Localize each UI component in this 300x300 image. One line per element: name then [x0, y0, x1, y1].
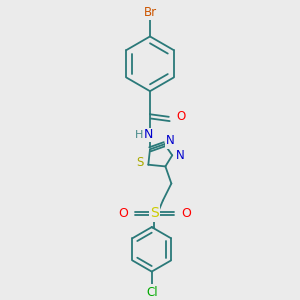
Text: N: N: [144, 128, 153, 141]
Text: S: S: [150, 206, 159, 220]
Text: N: N: [176, 149, 184, 162]
Text: O: O: [176, 110, 186, 123]
Text: H: H: [135, 130, 143, 140]
Text: N: N: [166, 134, 175, 147]
Text: O: O: [181, 207, 191, 220]
Text: O: O: [119, 207, 129, 220]
Text: Cl: Cl: [146, 286, 158, 298]
Text: S: S: [136, 157, 144, 169]
Text: Br: Br: [143, 6, 157, 19]
